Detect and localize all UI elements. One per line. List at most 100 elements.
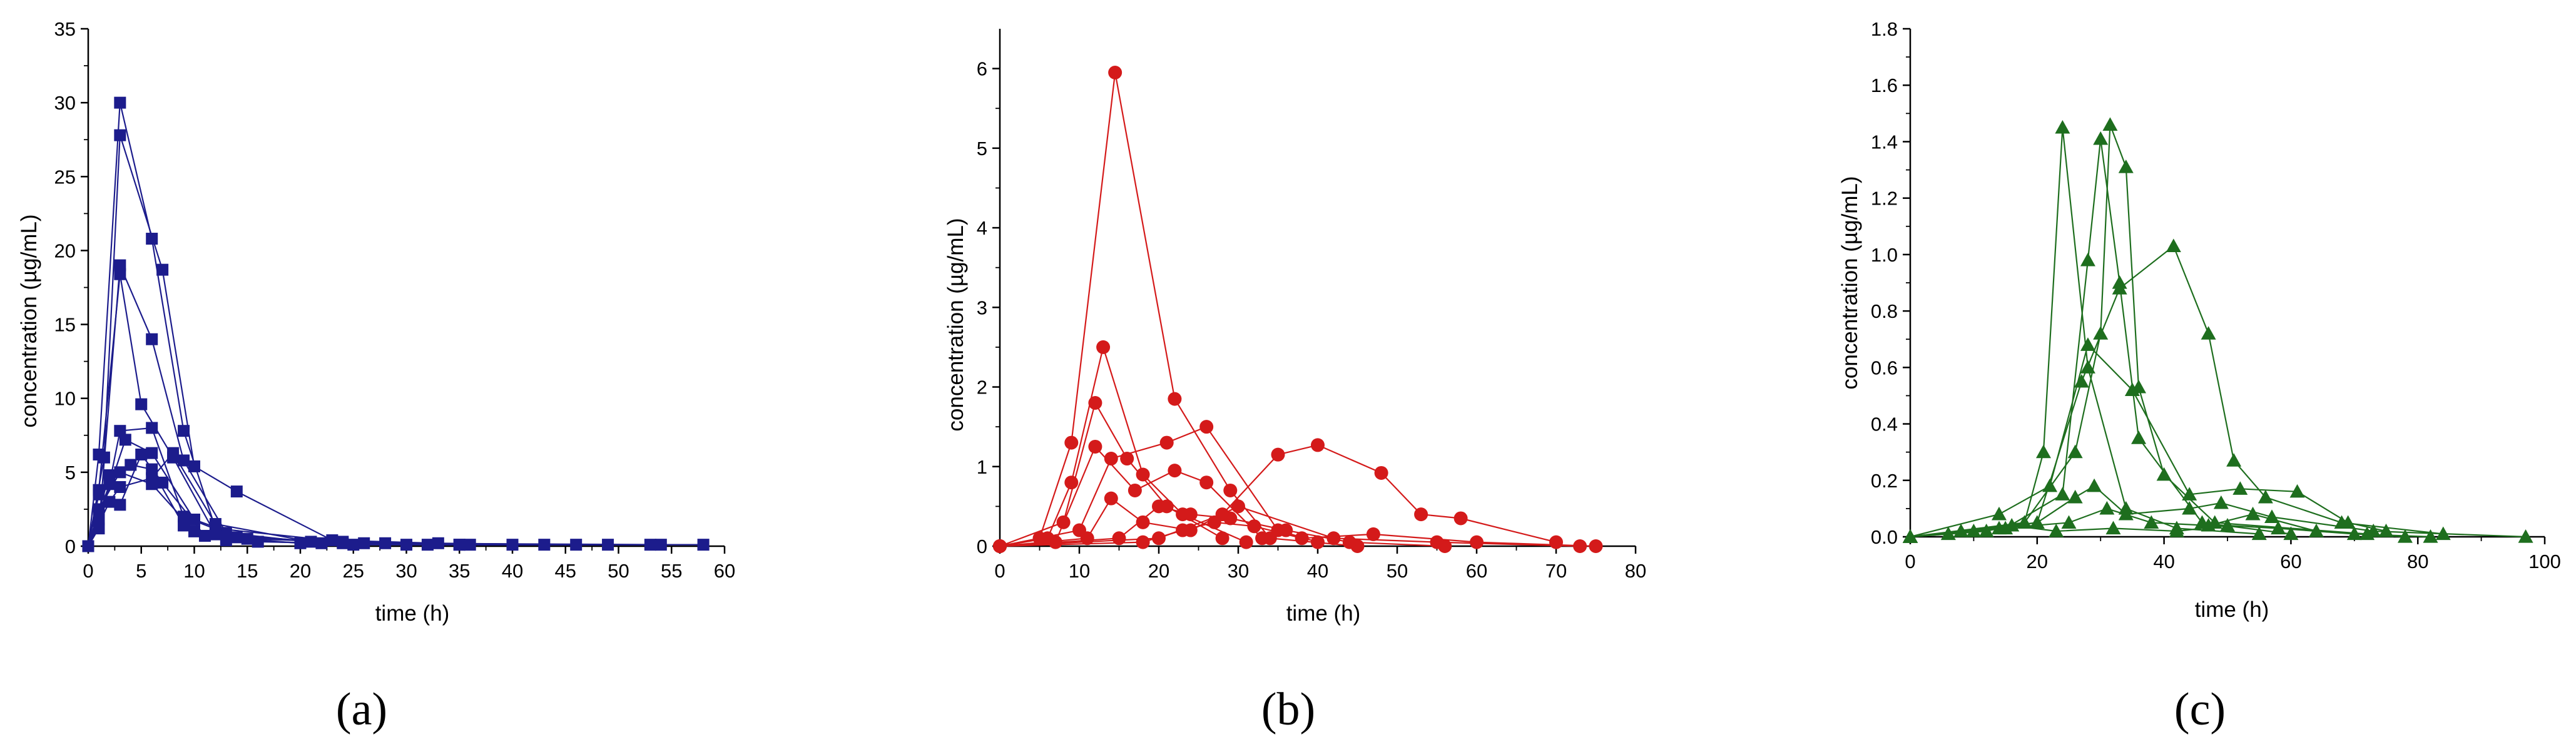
panel-b-x-tick-label: 20 bbox=[1148, 560, 1169, 582]
panel-b-data-point-b7 bbox=[1223, 511, 1238, 526]
panel-b-data-point-b1 bbox=[1108, 65, 1123, 79]
panel-c-data-point-c4 bbox=[2074, 374, 2089, 388]
panel-a-data-point-a2 bbox=[326, 534, 339, 547]
panel-c-data-point-c4 bbox=[2435, 526, 2451, 541]
panel-c-data-point-c2 bbox=[2080, 252, 2095, 267]
panel-a-data-point-a6 bbox=[654, 539, 667, 551]
panel-a-x-tick-label: 55 bbox=[661, 560, 682, 582]
panel-c-y-tick-label: 1.6 bbox=[1871, 74, 1898, 96]
panel-b-data-point-b9 bbox=[1589, 539, 1603, 553]
panel-a-data-point-a7 bbox=[220, 534, 232, 547]
panel-c-data-point-c8 bbox=[2423, 529, 2438, 543]
panel-b-data-point-b9 bbox=[1295, 531, 1309, 546]
panel-a-data-point-a9 bbox=[167, 447, 180, 459]
panel-c-y-tick-label: 0.0 bbox=[1871, 526, 1898, 548]
panel-a-data-point-a6 bbox=[146, 447, 158, 459]
panel-c-data-point-c1 bbox=[2055, 119, 2070, 134]
panel-c-data-point-c6 bbox=[2366, 523, 2381, 537]
panel-a-y-tick-label: 25 bbox=[54, 166, 76, 188]
panel-b-x-tick-label: 60 bbox=[1466, 560, 1487, 582]
panel-a-data-point-a2 bbox=[432, 537, 444, 549]
panel-c-data-point-c1 bbox=[1978, 523, 1994, 537]
panel-b-data-point-b9 bbox=[1470, 535, 1484, 549]
panel-c-data-point-c1 bbox=[2035, 444, 2051, 459]
panel-c-data-point-c7 bbox=[2308, 523, 2324, 537]
panel-a-data-point-a4 bbox=[337, 537, 349, 549]
panel-c-x-tick-label: 60 bbox=[2280, 551, 2301, 572]
panel-c-data-point-c6 bbox=[1966, 523, 1982, 537]
panel-a-data-point-a4 bbox=[114, 268, 126, 280]
panel-a-x-tick-label: 60 bbox=[714, 560, 735, 582]
panel-b-data-point-b8 bbox=[1573, 539, 1587, 553]
panel-b-data-point-b5 bbox=[1549, 535, 1563, 549]
panel-b-y-tick-label: 5 bbox=[977, 138, 987, 160]
panel-b-data-point-b3 bbox=[1239, 535, 1253, 549]
panel-b-data-point-b5 bbox=[1311, 438, 1325, 452]
panel-b-data-point-b8 bbox=[1136, 515, 1150, 529]
panel-a-data-point-a1 bbox=[178, 425, 190, 437]
panel-a-data-point-a3 bbox=[315, 537, 328, 549]
panel-b-data-point-b2 bbox=[1120, 452, 1134, 466]
panel-b-data-point-b5 bbox=[1374, 465, 1388, 480]
panel-c-data-point-c7 bbox=[2245, 506, 2261, 521]
panel-c-series-line-c5 bbox=[1910, 344, 2386, 538]
panel-a-data-point-a10 bbox=[93, 488, 105, 501]
panel-c-data-point-c8 bbox=[2049, 523, 2064, 537]
panel-c-data-point-c2 bbox=[2283, 526, 2299, 541]
panel-c-data-point-c8 bbox=[2169, 523, 2184, 537]
panel-c-data-point-c3 bbox=[2102, 117, 2118, 131]
panel-c-data-point-c7 bbox=[2144, 515, 2159, 529]
panel-c-data-point-c6 bbox=[2029, 515, 2045, 529]
panel-a-data-point-a5 bbox=[230, 531, 243, 544]
panel-a-label: (a) bbox=[336, 684, 387, 735]
panel-c-data-point-c6 bbox=[2182, 501, 2197, 515]
panel-a-data-point-a8 bbox=[252, 536, 264, 548]
panel-a-x-tick-label: 50 bbox=[608, 560, 629, 582]
panel-c-y-tick-label: 0.4 bbox=[1871, 414, 1898, 435]
panel-a-data-point-a2 bbox=[156, 263, 169, 276]
panel-a-data-point-a10 bbox=[135, 449, 148, 461]
panel-b-label: (b) bbox=[1261, 684, 1315, 735]
panel-b-xlabel: time (h) bbox=[1286, 601, 1361, 626]
panel-c-data-point-c7 bbox=[2061, 515, 2077, 529]
panel-a-data-point-a6 bbox=[379, 537, 392, 549]
panel-b-y-tick-label: 2 bbox=[977, 377, 987, 399]
panel-b-data-point-b1 bbox=[1064, 435, 1079, 450]
panel-b-data-point-b4 bbox=[1159, 435, 1174, 450]
panel-b-data-point-b3 bbox=[1096, 340, 1111, 354]
panel-b-data-point-b2 bbox=[1088, 395, 1102, 410]
panel-a-data-point-a2 bbox=[570, 539, 583, 551]
panel-b-data-point-b7 bbox=[1183, 507, 1198, 522]
panel-a-data-point-a5 bbox=[146, 422, 158, 434]
panel-c-data-point-c3 bbox=[2093, 326, 2109, 340]
panel-a-x-tick-label: 10 bbox=[183, 560, 205, 582]
panel-a-data-point-a9 bbox=[103, 496, 116, 508]
panel-a-x-tick-label: 0 bbox=[83, 560, 93, 582]
panel-c-series-line-c4 bbox=[1910, 245, 2443, 538]
panel-a-data-point-a7 bbox=[347, 539, 360, 551]
panel-a-data-point-a9 bbox=[421, 539, 434, 551]
panel-a-data-point-a6 bbox=[241, 532, 253, 545]
panel-a-x-tick-label: 5 bbox=[136, 560, 146, 582]
panel-c-data-point-c6 bbox=[2087, 478, 2102, 492]
panel-c-xlabel: time (h) bbox=[2195, 597, 2269, 622]
panel-b-data-point-b6 bbox=[1255, 531, 1270, 546]
panel-a-data-point-a9 bbox=[114, 480, 126, 493]
panel-a-data-point-a9 bbox=[146, 472, 158, 484]
panel-a-data-point-a4 bbox=[135, 398, 148, 410]
panel-a-data-point-a6 bbox=[93, 513, 105, 526]
panel-c-data-point-c6 bbox=[2067, 489, 2083, 504]
panel-a-data-point-a1 bbox=[464, 539, 476, 551]
panel-a-xlabel: time (h) bbox=[375, 601, 450, 626]
panel-b: concentration (µg/mL) time (h) (b) 0 10 20… bbox=[944, 29, 1646, 735]
panel-b-x-tick-label: 40 bbox=[1307, 560, 1328, 582]
panel-b-data-point-b9 bbox=[993, 539, 1007, 553]
panel-c: concentration (µg/mL) time (h) (c) 0 20 40… bbox=[1838, 18, 2561, 735]
panel-b-data-point-b8 bbox=[1430, 535, 1444, 549]
panel-c-data-point-c5 bbox=[2232, 481, 2248, 495]
panel-c-label: (c) bbox=[2174, 684, 2226, 735]
panel-a-data-point-a10 bbox=[644, 539, 656, 551]
panel-b-data-point-b8 bbox=[1080, 531, 1094, 546]
panel-c-data-point-c3 bbox=[2017, 515, 2032, 529]
